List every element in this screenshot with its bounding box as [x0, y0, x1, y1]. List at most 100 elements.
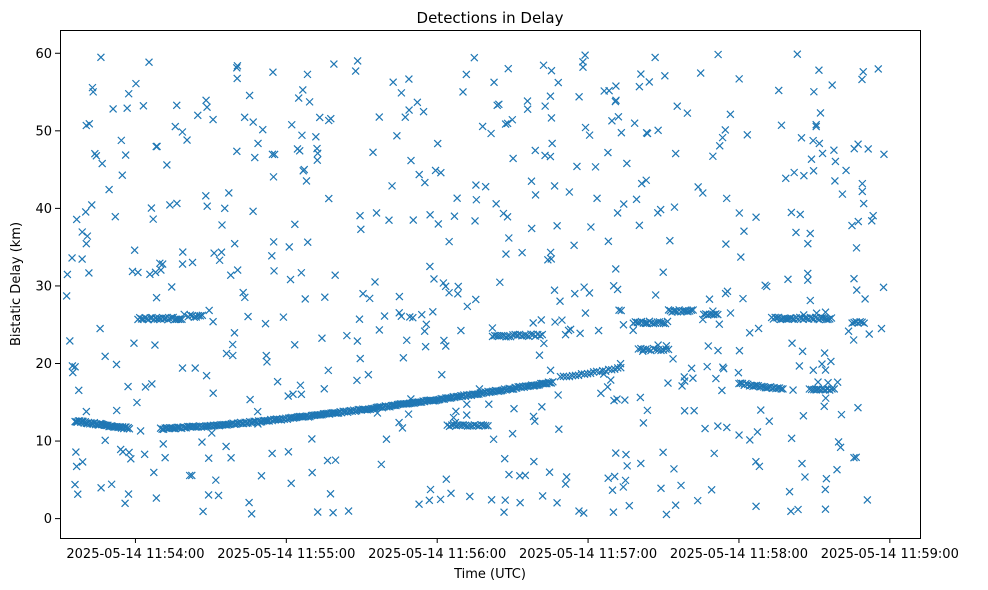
detection-point: [196, 311, 205, 320]
detection-point: [858, 179, 867, 188]
detection-point: [608, 486, 617, 495]
detection-point: [62, 291, 71, 300]
detection-point: [90, 149, 99, 158]
detection-point: [719, 364, 728, 373]
detection-point: [121, 499, 130, 508]
detection-point: [710, 449, 719, 458]
detection-point: [425, 496, 434, 505]
detection-point: [500, 454, 509, 463]
detection-point: [687, 364, 696, 373]
detection-point: [745, 435, 754, 444]
detection-point: [651, 53, 660, 62]
detection-point: [471, 181, 480, 189]
detection-point: [537, 402, 546, 411]
detection-point: [713, 310, 722, 319]
detection-point: [622, 159, 631, 168]
detection-point: [831, 157, 840, 166]
detection-point: [643, 129, 652, 138]
detection-point: [209, 115, 217, 124]
detection-point: [437, 370, 446, 379]
detection-point: [596, 389, 605, 398]
detection-point: [211, 476, 220, 485]
detection-point: [619, 320, 628, 329]
detection-point: [71, 480, 79, 489]
detection-point: [559, 372, 568, 381]
detection-point: [132, 79, 140, 88]
detection-point: [550, 182, 559, 190]
detection-point: [112, 360, 121, 369]
detection-point: [814, 378, 822, 386]
detection-point: [664, 345, 673, 354]
detection-point: [637, 179, 646, 188]
detection-point: [554, 78, 563, 87]
detection-point: [859, 199, 868, 208]
detection-point: [71, 362, 80, 371]
detection-point: [186, 311, 195, 320]
detection-point: [689, 306, 698, 314]
detection-point: [487, 495, 496, 504]
detection-point: [858, 187, 867, 196]
detection-point: [413, 98, 422, 107]
detection-point: [165, 200, 174, 209]
detection-point: [607, 116, 616, 125]
detection-point: [284, 447, 293, 456]
detection-point: [162, 161, 171, 169]
y-tick-label: 20: [35, 357, 52, 372]
detection-point: [651, 291, 660, 299]
detection-point: [230, 328, 239, 337]
detection-point: [715, 141, 724, 150]
detection-point: [155, 259, 164, 268]
detection-point: [849, 336, 858, 344]
detection-point: [522, 331, 531, 340]
detection-point: [787, 208, 796, 217]
detection-point: [671, 501, 680, 510]
detection-point: [233, 61, 242, 70]
detection-point: [698, 189, 707, 197]
detection-point: [494, 100, 503, 109]
detection-point: [854, 403, 862, 412]
detection-point: [439, 279, 448, 287]
detection-point: [178, 260, 187, 268]
x-tick-label: 2025-05-14 11:56:00: [368, 547, 506, 562]
detection-point: [635, 82, 644, 91]
detection-point: [707, 485, 716, 494]
detection-point: [505, 470, 513, 479]
detection-point: [818, 149, 827, 158]
detection-point: [649, 344, 658, 353]
detection-point: [553, 498, 561, 507]
detection-point: [222, 349, 231, 358]
detection-point: [161, 453, 170, 462]
detection-point: [636, 459, 645, 468]
detection-point: [436, 168, 445, 177]
detection-point: [527, 224, 536, 233]
detection-point: [504, 332, 513, 341]
detection-point: [63, 270, 72, 279]
detection-point: [545, 468, 554, 477]
detection-point: [395, 292, 404, 301]
detection-point: [324, 194, 333, 203]
detection-point: [224, 189, 233, 197]
detection-point: [313, 156, 322, 165]
detection-point: [516, 498, 525, 507]
detection-point: [752, 502, 760, 511]
detection-point: [821, 505, 830, 514]
detection-point: [269, 237, 278, 246]
detection-point: [72, 215, 81, 224]
detection-point: [299, 166, 308, 175]
detection-point: [233, 74, 242, 83]
detection-point: [209, 389, 218, 398]
detection-point: [735, 209, 744, 217]
detection-point: [224, 420, 233, 429]
detection-point: [799, 171, 808, 180]
detection-point: [606, 376, 615, 384]
detection-point: [279, 313, 288, 322]
detection-point: [790, 168, 799, 177]
detection-point: [721, 240, 730, 249]
detection-point: [97, 483, 106, 492]
detection-point: [246, 395, 255, 404]
detection-point: [116, 445, 125, 454]
detection-point: [677, 481, 685, 490]
detection-point: [530, 417, 539, 426]
detection-point: [653, 208, 662, 217]
detection-point: [826, 357, 835, 366]
